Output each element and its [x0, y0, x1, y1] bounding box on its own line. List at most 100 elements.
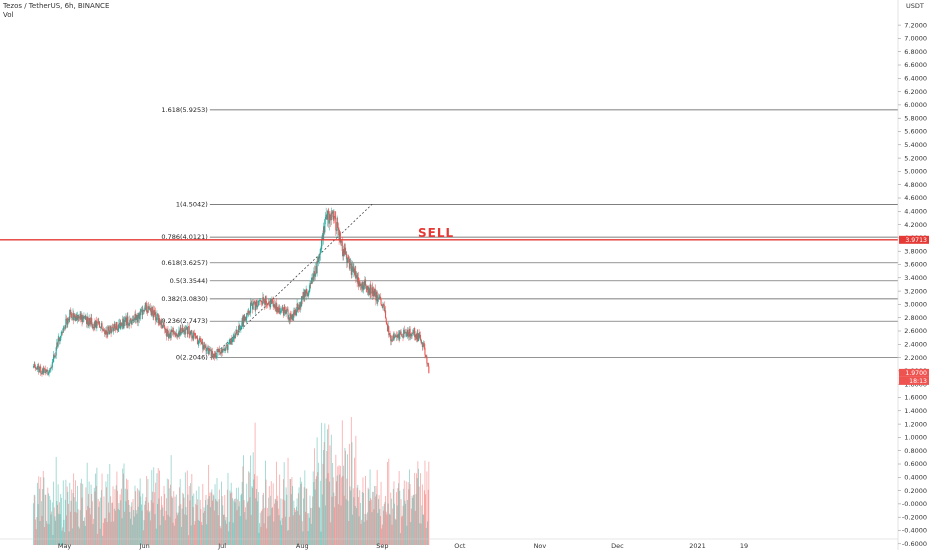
candle-body [303, 292, 305, 298]
volume-bar [86, 510, 87, 545]
candle-body [33, 364, 35, 367]
candle [350, 260, 352, 279]
volume-bar [117, 490, 118, 545]
volume-bar [59, 514, 61, 545]
candle-body [324, 216, 327, 220]
volume-bar [111, 502, 113, 545]
volume-bar [343, 495, 345, 545]
volume-bar [363, 521, 365, 545]
candle-body [371, 287, 373, 294]
fib-label: 0.786(4.0121) [161, 233, 207, 241]
candle [242, 314, 244, 327]
volume-bar [115, 485, 117, 545]
time-tick-label: Nov [534, 542, 547, 550]
candle-body [85, 319, 88, 324]
candle-body [76, 315, 78, 320]
candle [118, 319, 120, 333]
candle [125, 313, 127, 323]
candle [47, 371, 49, 376]
candle [245, 316, 247, 323]
volume-bar [292, 486, 294, 545]
candle-body [359, 281, 361, 286]
volume-bar [274, 503, 275, 545]
volume-bar [87, 506, 89, 545]
candle [328, 207, 330, 228]
candle-body [231, 338, 233, 343]
candle-body [164, 327, 166, 330]
volume-bar [175, 494, 177, 545]
candle [397, 330, 400, 341]
candle [379, 294, 381, 300]
candle [394, 332, 396, 341]
candle [182, 324, 184, 333]
candle [360, 281, 362, 290]
candle-body [290, 313, 292, 319]
volume-bar [81, 497, 83, 545]
candle-body [118, 322, 121, 324]
volume-bar [325, 478, 327, 545]
volume-bar [348, 443, 350, 545]
volume-bar [108, 502, 109, 545]
volume-bar [95, 486, 97, 545]
volume-bar [142, 530, 144, 545]
candle [180, 332, 183, 336]
volume-bar [255, 498, 257, 545]
volume-bar [127, 479, 129, 545]
volume-bar [347, 500, 349, 545]
candle-body [333, 215, 336, 217]
volume-bar [43, 477, 45, 545]
candle [389, 330, 391, 339]
candle [239, 323, 241, 333]
candle [91, 314, 93, 326]
candle [244, 313, 246, 322]
symbol-title[interactable]: Tezos / TetherUS, 6h, BINANCE [3, 2, 110, 10]
candle-body [428, 366, 430, 373]
candle-body [423, 343, 425, 347]
candle-body [115, 322, 117, 330]
candle [185, 325, 187, 330]
candle [218, 347, 220, 356]
candle [406, 327, 409, 339]
candle [226, 344, 228, 353]
volume-bar [300, 484, 302, 545]
candle-body [313, 271, 315, 279]
candle [69, 307, 71, 318]
candle [254, 299, 256, 312]
price-axis[interactable]: USDT7.20007.00006.80006.60006.40006.2000… [897, 0, 927, 550]
volume-bar [281, 525, 283, 545]
volume-bar [301, 481, 303, 545]
candle-body [127, 323, 130, 326]
volume-bar [338, 465, 340, 545]
fib-label: 0.382(3.0830) [161, 295, 207, 303]
volume-bar [119, 494, 121, 545]
candle [265, 295, 267, 307]
candle-body [132, 319, 134, 321]
candle [417, 332, 420, 342]
volume-bar [35, 529, 37, 545]
candle [70, 309, 72, 318]
candle-body [387, 326, 389, 332]
candle-body [87, 316, 89, 322]
candle [111, 325, 113, 334]
volume-bar [195, 490, 197, 545]
candle-body [356, 275, 358, 282]
candle [362, 281, 364, 292]
candle-body [149, 308, 151, 309]
time-axis[interactable]: May Jun Jul Aug Sep Oct Nov Dec 2021 19 [0, 538, 898, 550]
candle [202, 338, 204, 353]
volume-bar [398, 483, 399, 545]
candle [416, 332, 418, 343]
volume-bar [136, 513, 138, 545]
candle [140, 308, 142, 316]
candle-body [129, 319, 131, 324]
volume-bar [150, 520, 151, 545]
volume-label[interactable]: Vol [3, 11, 14, 19]
candle [173, 330, 175, 335]
candle-body [249, 312, 251, 314]
candle [328, 211, 330, 231]
candle-body [63, 327, 65, 329]
candle [110, 328, 112, 338]
candle [220, 347, 223, 357]
candle [109, 325, 111, 335]
